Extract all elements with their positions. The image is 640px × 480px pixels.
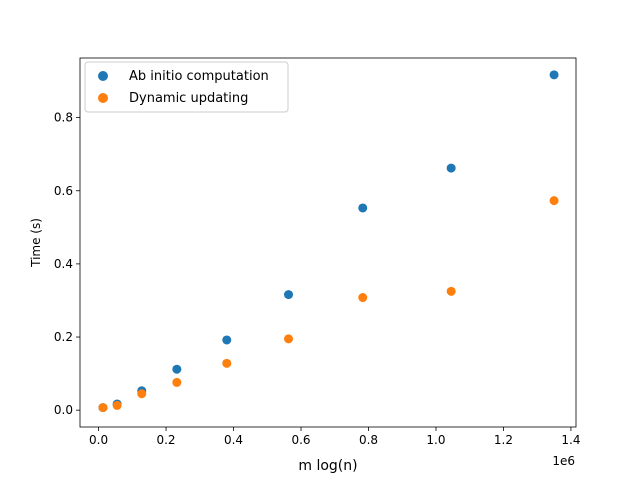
dynamic-updating-point [222,358,232,368]
x-tick-label: 0.4 [224,433,243,447]
x-tick-label: 0.0 [89,433,108,447]
legend-label-ab-initio: Ab initio computation [129,69,269,84]
dynamic-updating-point [446,286,456,296]
ab-initio-point [549,70,559,80]
dynamic-updating-point [98,403,108,413]
dynamic-updating-point [112,400,122,410]
legend-label-dynamic-updating: Dynamic updating [129,91,248,106]
legend-marker-ab-initio [98,71,108,81]
dynamic-updating-point [549,196,559,206]
x-axis-label: m log(n) [298,458,357,474]
x-tick-label: 0.6 [291,433,310,447]
y-tick-label: 0.8 [54,111,73,125]
x-tick-label: 1.4 [561,433,580,447]
dynamic-updating-point [358,293,368,303]
legend-box [84,61,289,113]
ab-initio-point [284,290,294,300]
legend: Ab initio computation Dynamic updating [84,61,289,113]
x-tick-label: 1.0 [426,433,445,447]
y-axis-ticks: 0.0 0.2 0.4 0.6 0.8 [54,111,80,417]
y-tick-label: 0.6 [54,184,73,198]
y-axis-label: Time (s) [29,218,43,268]
ab-initio-point [222,335,232,345]
y-tick-label: 0.0 [54,403,73,417]
legend-marker-dynamic-updating [98,93,108,103]
x-tick-label: 1.2 [494,433,513,447]
y-tick-label: 0.2 [54,330,73,344]
dynamic-updating-point [284,334,294,344]
ab-initio-point [446,163,456,173]
axes-frame [79,57,577,428]
x-tick-label: 0.2 [156,433,175,447]
ab-initio-point [172,364,182,374]
y-tick-label: 0.4 [54,257,73,271]
x-tick-label: 0.8 [359,433,378,447]
data-points [98,70,559,413]
x-axis-ticks: 0.0 0.2 0.4 0.6 0.8 1.0 1.2 1.4 [89,427,580,447]
dynamic-updating-point [172,377,182,387]
x-axis-offset-label: 1e6 [552,454,575,468]
dynamic-updating-point [137,389,147,399]
ab-initio-point [358,203,368,213]
